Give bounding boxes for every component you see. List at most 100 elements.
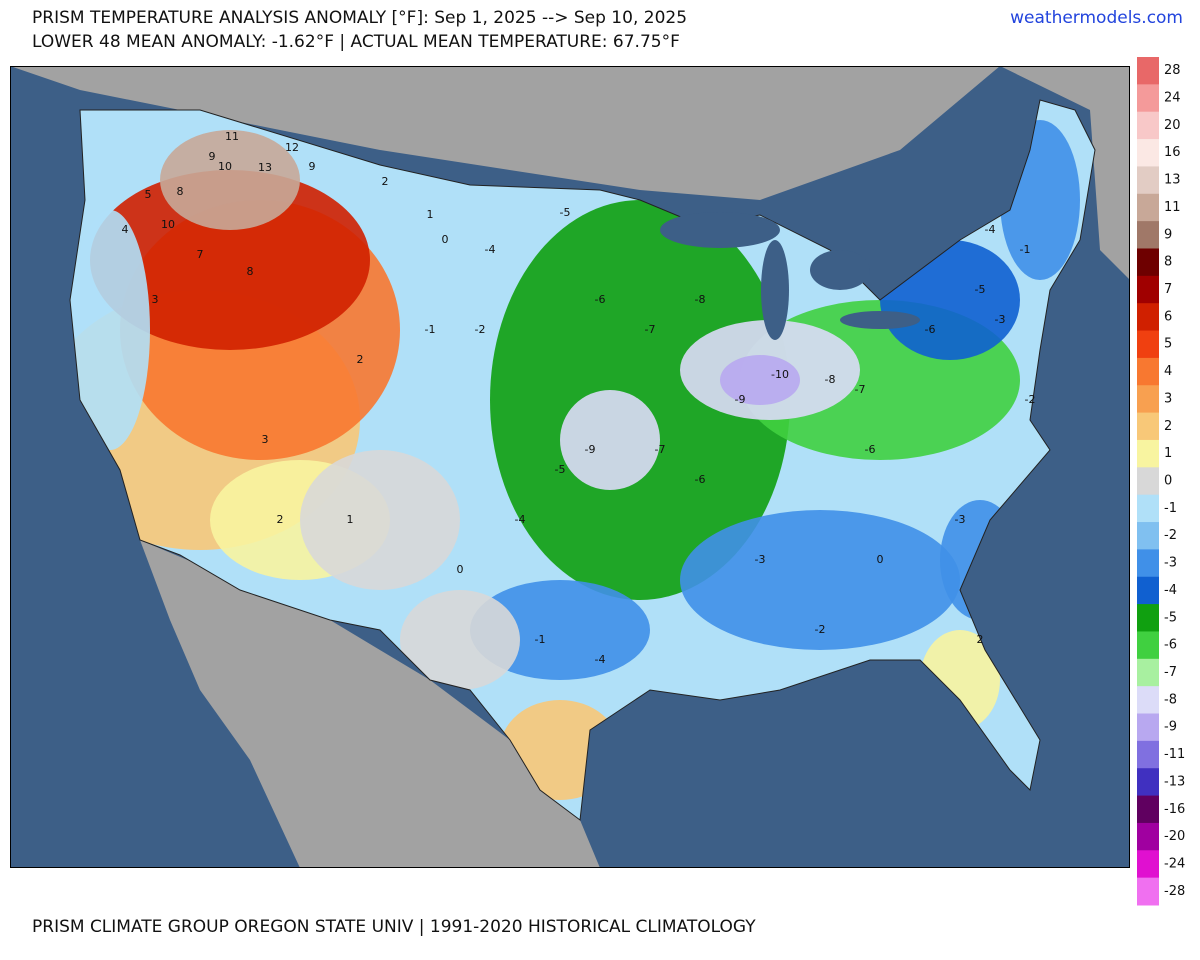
colorbar-label: 28 [1164, 63, 1181, 78]
lake-erie [840, 311, 920, 329]
title: PRISM TEMPERATURE ANALYSIS ANOMALY [°F]:… [32, 8, 687, 28]
colorbar-segment [1137, 248, 1159, 277]
anomaly-label: 10 [161, 218, 175, 231]
anomaly-label: -5 [560, 206, 571, 219]
anomaly-region [90, 170, 370, 350]
anomaly-region [160, 130, 300, 230]
colorbar-label: 20 [1164, 118, 1181, 133]
anomaly-label: 13 [258, 161, 272, 174]
anomaly-label: 2 [977, 633, 984, 646]
anomaly-label: 11 [225, 130, 239, 143]
colorbar-segment [1137, 795, 1159, 824]
colorbar-segment [1137, 84, 1159, 113]
anomaly-label: -3 [995, 313, 1006, 326]
anomaly-label: -5 [975, 283, 986, 296]
lake-michigan [761, 240, 789, 340]
colorbar-label: 13 [1164, 173, 1181, 188]
anomaly-region [680, 510, 960, 650]
colorbar-label: -1 [1164, 501, 1177, 516]
colorbar-segment [1137, 303, 1159, 332]
colorbar-label: -28 [1164, 884, 1185, 899]
colorbar-segment [1137, 604, 1159, 632]
site-link[interactable]: weathermodels.com [1010, 8, 1183, 28]
us-anomaly [70, 100, 1095, 820]
colorbar-segment [1137, 549, 1159, 578]
colorbar-segment [1137, 412, 1159, 441]
anomaly-label: 0 [877, 553, 884, 566]
colorbar-segment [1137, 275, 1159, 304]
colorbar-label: 5 [1164, 337, 1172, 352]
colorbar-label: -5 [1164, 610, 1177, 625]
colorbar-segment [1137, 658, 1159, 687]
colorbar-segment [1137, 193, 1159, 222]
colorbar-label: -13 [1164, 774, 1185, 789]
colorbar-label: 9 [1164, 227, 1172, 242]
anomaly-label: -9 [735, 393, 746, 406]
colorbar-label: 16 [1164, 145, 1181, 160]
colorbar-label: -11 [1164, 747, 1185, 762]
colorbar: 28 24 20 16 13 11 9 8 7 6 5 4 3 2 1 0 -1 -2 -3 -4 -5 -6 -7 -8 -9… [1137, 57, 1185, 906]
colorbar-segment [1137, 740, 1159, 769]
anomaly-label: -2 [1025, 393, 1036, 406]
anomaly-label: -8 [695, 293, 706, 306]
colorbar-label: -3 [1164, 556, 1177, 571]
anomaly-label: -2 [815, 623, 826, 636]
anomaly-label: 10 [218, 160, 232, 173]
anomaly-label: -2 [475, 323, 486, 336]
anomaly-label: -4 [985, 223, 996, 236]
anomaly-label: -4 [485, 243, 496, 256]
anomaly-region [560, 390, 660, 490]
colorbar-label: -4 [1164, 583, 1177, 598]
anomaly-label: 5 [145, 188, 152, 201]
colorbar-label: -6 [1164, 638, 1177, 653]
colorbar-segment [1137, 631, 1159, 660]
colorbar-label: 2 [1164, 419, 1172, 434]
colorbar-label: -2 [1164, 528, 1177, 543]
colorbar-segment [1137, 713, 1159, 742]
colorbar-segment [1137, 357, 1159, 386]
anomaly-label: -6 [595, 293, 606, 306]
anomaly-label: 0 [442, 233, 449, 246]
anomaly-region [70, 210, 150, 450]
anomaly-label: 8 [177, 185, 184, 198]
colorbar-segment [1137, 522, 1159, 550]
anomaly-label: -7 [855, 383, 866, 396]
anomaly-label: 9 [209, 150, 216, 163]
anomaly-label: 2 [357, 353, 364, 366]
colorbar-label: 6 [1164, 309, 1172, 324]
anomaly-region [400, 590, 520, 690]
colorbar-label: 11 [1164, 200, 1181, 215]
anomaly-label: -1 [535, 633, 546, 646]
mexico [140, 540, 600, 868]
anomaly-label: 3 [152, 293, 159, 306]
colorbar-label: -16 [1164, 802, 1185, 817]
lake-huron [810, 250, 870, 290]
colorbar-label: -7 [1164, 665, 1177, 680]
colorbar-segment [1137, 576, 1159, 605]
colorbar-segment [1137, 494, 1159, 523]
subtitle: LOWER 48 MEAN ANOMALY: -1.62°F | ACTUAL … [32, 32, 680, 52]
colorbar-segment [1137, 768, 1159, 797]
colorbar-segment [1137, 439, 1159, 468]
colorbar-label: 3 [1164, 391, 1172, 406]
anomaly-label: 12 [285, 141, 299, 154]
colorbar-segment [1137, 57, 1159, 85]
anomaly-label: 1 [427, 208, 434, 221]
anomaly-label: -9 [585, 443, 596, 456]
anomaly-label: -4 [595, 653, 606, 666]
colorbar-label: -20 [1164, 829, 1185, 844]
canada [10, 66, 1130, 280]
anomaly-region [300, 450, 460, 590]
colorbar-segment [1137, 221, 1159, 249]
colorbar-label: -8 [1164, 692, 1177, 707]
anomaly-label: 7 [197, 248, 204, 261]
colorbar-label: 4 [1164, 364, 1172, 379]
colorbar-segment [1137, 166, 1159, 195]
colorbar-label: 8 [1164, 255, 1172, 270]
lake-superior [660, 212, 780, 248]
colorbar-label: 1 [1164, 446, 1172, 461]
anomaly-label: -5 [555, 463, 566, 476]
colorbar-segment [1137, 111, 1159, 140]
